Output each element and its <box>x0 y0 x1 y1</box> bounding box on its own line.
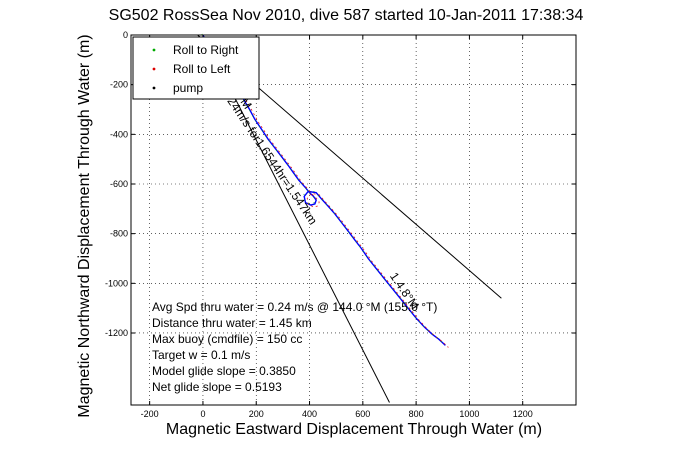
legend-label: Roll to Right <box>173 43 239 57</box>
y-tick-label: -800 <box>110 229 128 239</box>
stat-line: Distance thru water = 1.45 km <box>152 316 312 330</box>
y-tick-label: -1000 <box>105 278 128 288</box>
x-tick-label: -200 <box>141 409 159 419</box>
x-tick-label: 1200 <box>513 409 533 419</box>
x-tick-label: 200 <box>249 409 264 419</box>
x-tick-label: 400 <box>302 409 317 419</box>
x-tick-label: 0 <box>200 409 205 419</box>
stats-text: Avg Spd thru water = 0.24 m/s @ 144.0 °M… <box>152 300 437 394</box>
roll-left-trace <box>205 36 449 348</box>
plot-frame <box>130 34 577 406</box>
stat-line: Net glide slope = 0.5193 <box>152 380 282 394</box>
y-tick-label: -600 <box>110 179 128 189</box>
y-axis-label: Magnetic Northward Displacement Through … <box>76 34 93 417</box>
legend-label: pump <box>173 81 203 95</box>
series-layer <box>201 33 449 348</box>
legend: Roll to Right Roll to Left pump <box>132 36 260 100</box>
x-tick-label: 600 <box>355 409 370 419</box>
y-tick-label: -400 <box>110 129 128 139</box>
y-tick-label: -1200 <box>105 328 128 338</box>
stat-line: Avg Spd thru water = 0.24 m/s @ 144.0 °M… <box>152 300 437 314</box>
stat-line: Max buoy (cmdfile) = 150 cc <box>152 332 302 346</box>
legend-marker <box>152 67 156 71</box>
y-tick-label: 0 <box>123 30 128 40</box>
legend-marker <box>152 86 156 90</box>
x-tick-label: 800 <box>409 409 424 419</box>
legend-label: Roll to Left <box>173 62 231 76</box>
legend-marker <box>152 48 156 52</box>
x-tick-label: 1000 <box>459 409 479 419</box>
stat-line: Target w = 0.1 m/s <box>152 348 250 362</box>
chart-title: SG502 RossSea Nov 2010, dive 587 started… <box>109 7 584 24</box>
y-axis: -1200 -1000 -800 -600 -400 -200 0 <box>105 30 576 338</box>
x-axis: -200 0 200 400 600 800 1000 1200 <box>141 35 533 419</box>
x-axis-label: Magnetic Eastward Displacement Through W… <box>166 421 542 438</box>
stat-line: Model glide slope = 0.3850 <box>152 364 296 378</box>
y-tick-label: -200 <box>110 80 128 90</box>
grid <box>131 34 576 405</box>
